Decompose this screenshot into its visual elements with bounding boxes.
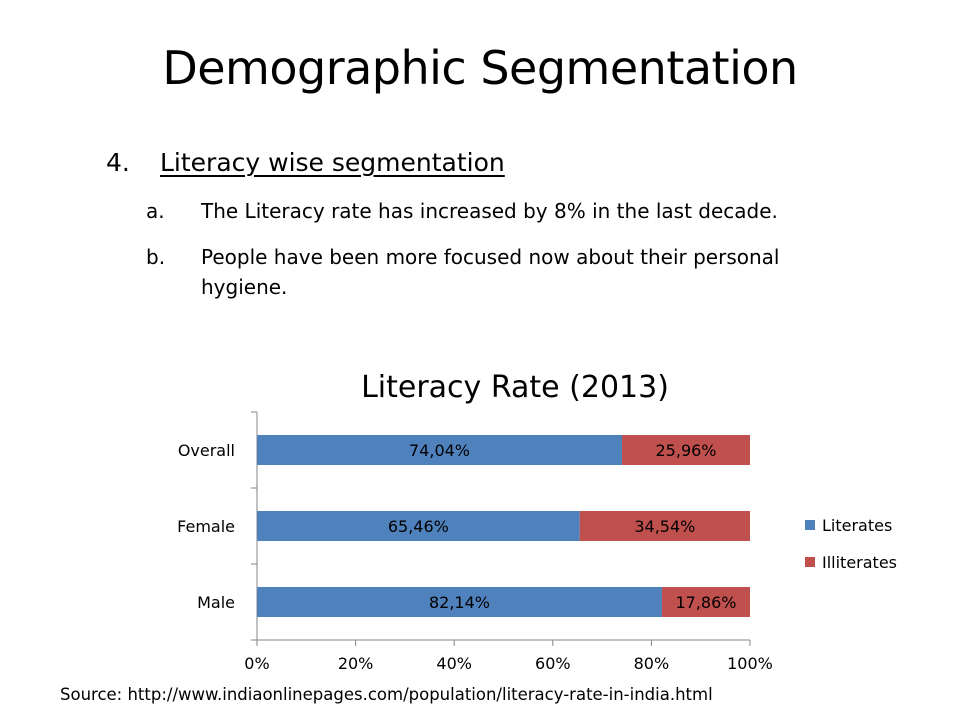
bar-illiterates: [661, 587, 750, 617]
x-tick-label: 40%: [436, 654, 472, 673]
legend-label: Literates: [822, 516, 892, 535]
sub-bullet-b: b. People have been more focused now abou…: [146, 242, 861, 302]
bar-illiterates: [622, 435, 750, 465]
x-tick-label: 60%: [535, 654, 571, 673]
category-label: Overall: [178, 441, 235, 460]
bar-literates: [257, 511, 580, 541]
x-tick-label: 80%: [634, 654, 670, 673]
bar-literates: [257, 435, 623, 465]
category-label: Female: [177, 517, 235, 536]
x-tick-label: 100%: [727, 654, 773, 673]
sub-bullet-text: The Literacy rate has increased by 8% in…: [201, 199, 778, 223]
legend-label: Illiterates: [822, 553, 897, 572]
sub-bullet-letter: b.: [146, 245, 166, 269]
data-label: 65,46%: [388, 517, 449, 536]
sub-bullet-a: a. The Literacy rate has increased by 8% …: [146, 196, 861, 226]
data-label: 17,86%: [675, 593, 736, 612]
chart-title: Literacy Rate (2013): [361, 370, 669, 405]
bar-literates: [257, 587, 662, 617]
legend-swatch: [805, 557, 815, 567]
source-citation: Source: http://www.indiaonlinepages.com/…: [60, 685, 713, 704]
data-label: 74,04%: [409, 441, 470, 460]
x-tick-label: 0%: [244, 654, 269, 673]
bullet-number: 4.: [106, 148, 130, 177]
data-label: 82,14%: [429, 593, 490, 612]
category-label: Male: [197, 593, 235, 612]
legend-swatch: [805, 520, 815, 530]
bullet-text: Literacy wise segmentation: [160, 148, 505, 177]
bar-illiterates: [579, 511, 750, 541]
data-label: 34,54%: [634, 517, 695, 536]
bullet-literacy-segmentation: 4. Literacy wise segmentation: [106, 146, 505, 180]
sub-bullet-letter: a.: [146, 199, 165, 223]
x-tick-label: 20%: [338, 654, 374, 673]
slide-title: Demographic Segmentation: [162, 41, 798, 95]
sub-bullet-text: People have been more focused now about …: [201, 245, 780, 299]
data-label: 25,96%: [656, 441, 717, 460]
